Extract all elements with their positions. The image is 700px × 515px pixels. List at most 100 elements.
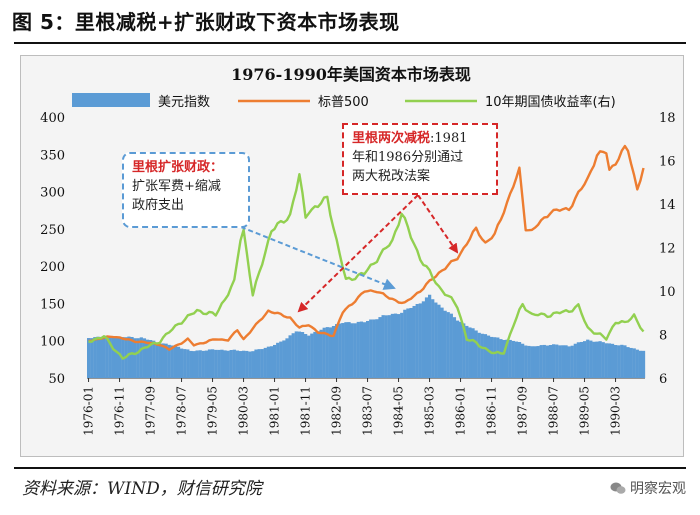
dollar-index-bar: [353, 323, 357, 378]
chart-frame: [20, 55, 684, 457]
dollar-index-bar: [573, 343, 577, 378]
x-tick-label: 1988-07: [547, 386, 561, 436]
dollar-index-bar: [226, 350, 230, 378]
dollar-index-bar: [204, 350, 209, 378]
dollar-index-bar: [412, 305, 416, 378]
dollar-index-bar: [483, 334, 488, 378]
dollar-index-bar: [418, 303, 422, 378]
dollar-index-bar: [623, 345, 627, 378]
dollar-index-bar: [524, 345, 528, 378]
dollar-index-bar: [245, 350, 249, 378]
dollar-index-bar: [437, 304, 441, 378]
dollar-index-bar: [517, 342, 522, 378]
dollar-index-bars: [87, 294, 646, 378]
chart-svg: 1976-1990年美国资本市场表现 美元指数 标普500 10年期国债收益率(右)…: [40, 65, 676, 436]
dollar-index-bar: [592, 341, 596, 378]
x-tick-label: 1981-01: [268, 386, 282, 436]
dollar-index-bar: [431, 299, 435, 378]
dollar-index-bar: [207, 349, 212, 378]
dollar-index-bar: [149, 340, 153, 378]
dollar-index-bar: [105, 335, 109, 378]
y-right-tick-label: 10: [659, 285, 676, 300]
dollar-index-bar: [496, 337, 500, 378]
dollar-index-bar: [322, 327, 326, 378]
dollar-index-bar: [406, 308, 410, 378]
dollar-index-bar: [607, 343, 612, 378]
watermark-text: 明察宏观: [630, 481, 686, 497]
legend-label-dollar-index: 美元指数: [158, 95, 210, 110]
dollar-index-bar: [521, 343, 525, 378]
dollar-index-bar: [195, 350, 199, 378]
bond-yield-line: [88, 172, 645, 360]
dollar-index-bar: [96, 336, 100, 378]
dollar-index-bar: [452, 317, 457, 378]
y-right-tick-label: 18: [659, 111, 676, 126]
fiscal-expansion-title: 里根扩张财政：: [132, 160, 224, 175]
dollar-index-bar: [601, 342, 605, 378]
dollar-index-bar: [449, 313, 453, 378]
dollar-index-bar: [378, 317, 382, 378]
dollar-index-bar: [99, 336, 103, 378]
wechat-icon: [610, 482, 626, 494]
dollar-index-bar: [397, 314, 401, 378]
dollar-index-bar: [356, 321, 360, 378]
dollar-index-bar: [595, 341, 599, 378]
dollar-index-bar: [291, 333, 295, 378]
dollar-index-bar: [564, 345, 568, 378]
legend-label-sp500: 标普500: [318, 95, 369, 110]
y-left-tick-label: 300: [40, 186, 65, 201]
dollar-index-bar: [471, 328, 475, 378]
dollar-index-bar: [570, 345, 574, 378]
dollar-index-bar: [136, 338, 140, 378]
dollar-index-bar: [502, 339, 506, 378]
tax-cut-title: 里根两次减税: [352, 131, 431, 146]
dollar-index-bar: [288, 335, 292, 378]
dollar-index-bar: [372, 319, 376, 378]
x-tick-label: 1982-09: [330, 386, 344, 436]
dollar-index-bar: [614, 345, 618, 378]
dollar-index-bar: [189, 350, 193, 378]
dollar-index-bar: [465, 325, 469, 378]
annotation-arrows: [225, 194, 459, 313]
fiscal-expansion-line-2: 政府支出: [132, 198, 185, 213]
y-right-tick-label: 16: [659, 155, 676, 170]
x-tick-label: 1981-11: [299, 386, 313, 436]
x-tick-label: 1986-11: [485, 386, 499, 436]
dollar-index-bar: [490, 336, 494, 378]
dollar-index-bar: [576, 342, 581, 378]
source-note: 资料来源：WIND，财信研究院: [22, 479, 262, 499]
dollar-index-bar: [415, 303, 419, 378]
x-tick-label: 1978-07: [175, 386, 189, 436]
dollar-index-bar: [440, 307, 444, 378]
dollar-index-bar: [257, 349, 261, 378]
dollar-index-bar: [130, 336, 134, 378]
y-left-tick-label: 250: [40, 223, 65, 238]
arrow-1986-tax-reform: [417, 194, 459, 254]
dollar-index-bar: [486, 335, 491, 378]
dollar-index-bar: [161, 343, 165, 378]
x-tick-label: 1977-09: [144, 386, 158, 436]
dollar-index-bar: [610, 343, 615, 378]
x-tick-label: 1976-11: [113, 386, 127, 436]
series-lines: [88, 144, 645, 360]
dollar-index-bar: [300, 332, 305, 378]
dollar-index-bar: [155, 342, 159, 378]
dollar-index-bar: [93, 337, 97, 378]
dollar-index-bar: [217, 349, 221, 378]
dollar-index-bar: [632, 348, 636, 378]
dollar-index-bar: [604, 343, 608, 378]
dollar-index-bar: [620, 344, 624, 378]
x-tick-label: 1990-03: [609, 386, 623, 436]
dollar-index-bar: [424, 297, 429, 378]
y-right-tick-label: 8: [659, 329, 667, 344]
dollar-index-bar: [434, 302, 438, 378]
dollar-index-bar: [232, 349, 236, 378]
dollar-index-bar: [536, 346, 540, 378]
y-right-tick-label: 14: [659, 198, 676, 213]
dollar-index-bar: [310, 333, 314, 378]
y-right-tick-label: 6: [659, 372, 667, 387]
dollar-index-bar: [248, 351, 252, 378]
dollar-index-bar: [542, 344, 546, 378]
dollar-index-bar: [167, 344, 171, 378]
bottom-rule: [14, 467, 686, 469]
